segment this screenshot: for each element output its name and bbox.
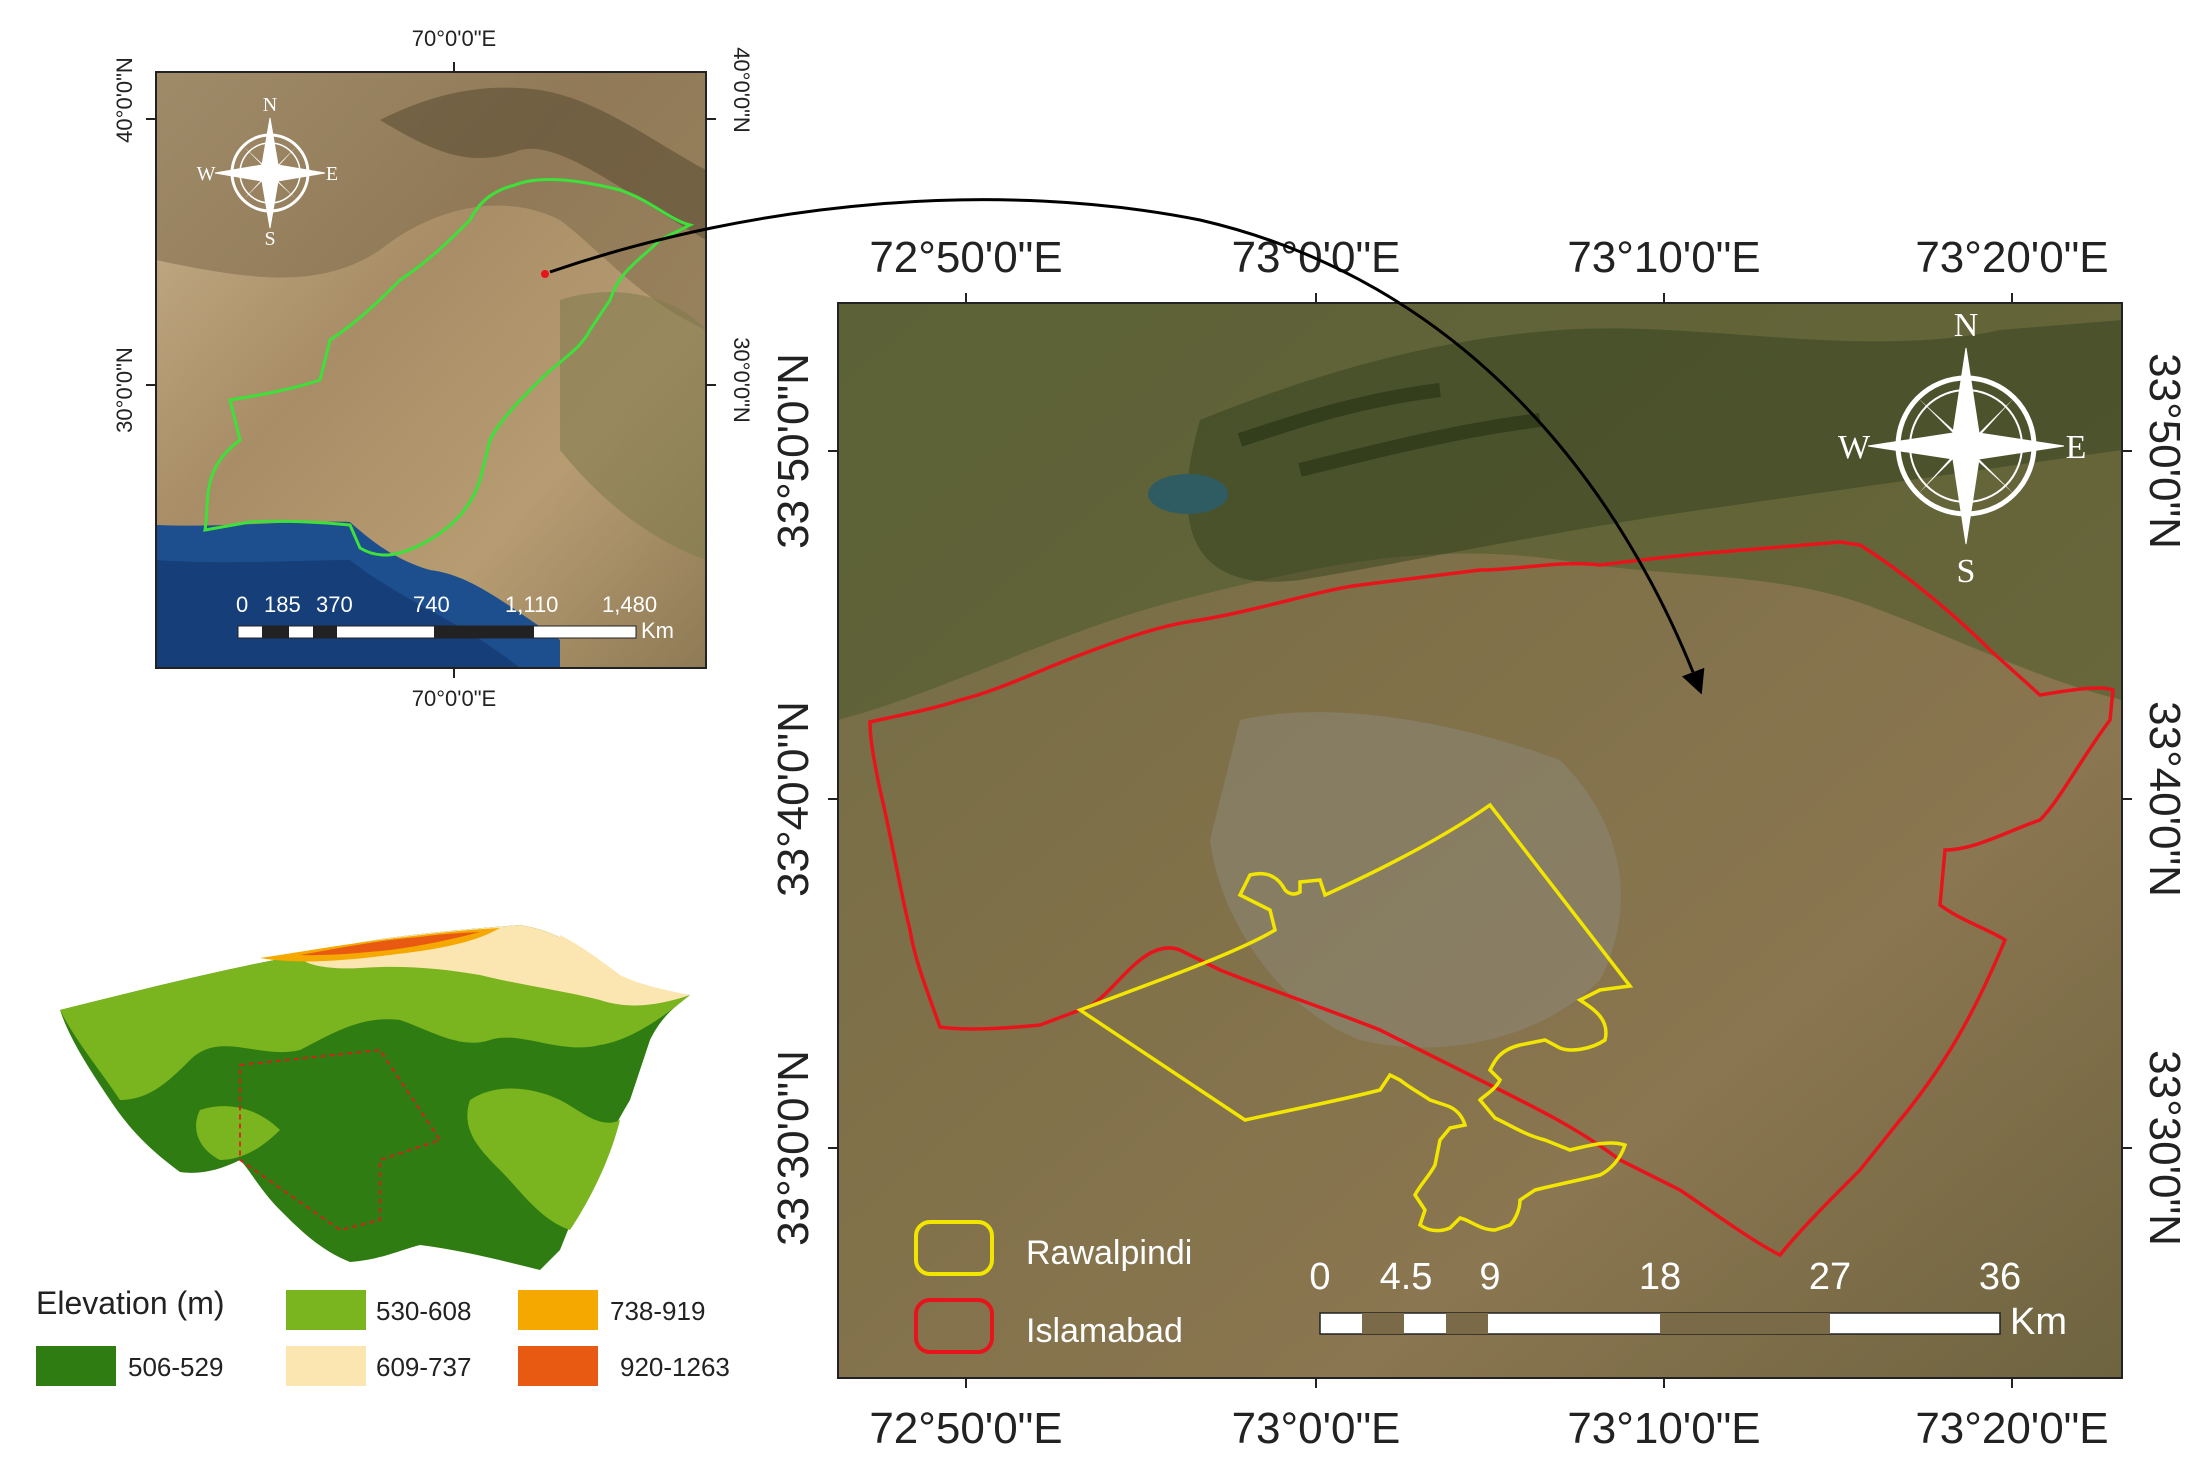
inset-left-label-40: 40°0'0"N	[112, 57, 137, 143]
main-compass-w: W	[1838, 429, 1871, 466]
inset-scale-0: 0	[236, 592, 248, 617]
main-top-label-4: 73°20'0"E	[1915, 233, 2108, 282]
legend-swatch-506-529	[36, 1346, 116, 1386]
inset-scale-unit: Km	[641, 618, 674, 643]
main-right-label-1: 33°50'0"N	[2140, 353, 2189, 549]
inset-compass-w: W	[197, 163, 216, 185]
inset-compass-icon: N S E W	[197, 94, 339, 250]
main-compass-e: E	[2066, 429, 2087, 466]
main-top-label-1: 72°50'0"E	[869, 233, 1062, 282]
inset-scale-bar: 0 185 370 740 1,110 1,480 Km	[236, 592, 674, 643]
main-bottom-label-3: 73°10'0"E	[1567, 1404, 1760, 1453]
main-scale-0: 0	[1309, 1256, 1330, 1298]
main-scale-18: 18	[1639, 1256, 1681, 1298]
main-top-label-3: 73°10'0"E	[1567, 233, 1760, 282]
main-left-label-2: 33°40'0"N	[769, 701, 818, 897]
main-scale-4-5: 4.5	[1380, 1256, 1433, 1298]
legend-swatch-738-919	[518, 1290, 598, 1330]
main-bottom-label-1: 72°50'0"E	[869, 1404, 1062, 1453]
islamabad-boundary	[868, 540, 2115, 1258]
main-map: N S E W Rawalpindi Islamabad 0 4.5 9 18 …	[769, 233, 2189, 1453]
legend-label-738-919: 738-919	[610, 1296, 705, 1326]
main-right-label-3: 33°30'0"N	[2140, 1050, 2189, 1246]
inset-compass-n: N	[263, 94, 277, 116]
inset-bottom-label: 70°0'0"E	[412, 686, 496, 711]
inset-map: N S E W 0 185 370 740 1,110 1,480 Km 70°…	[112, 26, 754, 711]
legend-swatch-609-737	[286, 1346, 366, 1386]
legend-islamabad-swatch	[914, 1298, 994, 1354]
main-compass-icon: N S E W	[1838, 307, 2086, 590]
legend-islamabad-label: Islamabad	[1026, 1312, 1183, 1350]
main-scale-36: 36	[1979, 1256, 2021, 1298]
legend-swatch-920-1263	[518, 1346, 598, 1386]
inset-scale-1110: 1,110	[505, 592, 558, 617]
inset-scale-1480: 1,480	[602, 592, 657, 617]
main-scale-bar: 0 4.5 9 18 27 36 Km	[1309, 1256, 2067, 1343]
main-compass-s: S	[1957, 553, 1976, 590]
inset-right-label-30: 30°0'0"N	[729, 337, 754, 423]
main-left-label-3: 33°30'0"N	[769, 1050, 818, 1246]
main-scale-27: 27	[1809, 1256, 1851, 1298]
inset-compass-e: E	[326, 163, 338, 185]
inset-scale-185: 185	[264, 592, 301, 617]
legend-label-920-1263: 920-1263	[620, 1352, 730, 1382]
elevation-map	[60, 925, 690, 1270]
rawalpindi-boundary	[1076, 802, 1634, 1233]
legend-rawalpindi-label: Rawalpindi	[1026, 1234, 1192, 1272]
inset-right-label-40: 40°0'0"N	[729, 47, 754, 133]
legend-label-530-608: 530-608	[376, 1296, 471, 1326]
boundary-legend: Rawalpindi Islamabad	[914, 1220, 1192, 1354]
elevation-legend-title: Elevation (m)	[36, 1285, 225, 1321]
main-compass-n: N	[1954, 307, 1979, 344]
main-scale-9: 9	[1479, 1256, 1500, 1298]
main-left-label-1: 33°50'0"N	[769, 353, 818, 549]
main-bottom-label-4: 73°20'0"E	[1915, 1404, 2108, 1453]
connector-arrow	[549, 198, 1705, 695]
inset-scale-740: 740	[413, 592, 450, 617]
inset-left-label-30: 30°0'0"N	[112, 347, 137, 433]
legend-swatch-530-608	[286, 1290, 366, 1330]
inset-top-label: 70°0'0"E	[412, 26, 496, 51]
legend-label-609-737: 609-737	[376, 1352, 471, 1382]
pakistan-boundary	[203, 178, 695, 557]
study-area-marker	[541, 270, 549, 278]
elevation-legend: Elevation (m) 506-529 530-608 609-737 73…	[36, 1285, 730, 1386]
inset-compass-s: S	[264, 228, 275, 250]
main-scale-unit: Km	[2010, 1301, 2067, 1343]
legend-rawalpindi-swatch	[914, 1220, 994, 1276]
main-bottom-label-2: 73°0'0"E	[1232, 1404, 1401, 1453]
inset-scale-370: 370	[316, 592, 353, 617]
main-right-label-2: 33°40'0"N	[2140, 701, 2189, 897]
legend-label-506-529: 506-529	[128, 1352, 223, 1382]
